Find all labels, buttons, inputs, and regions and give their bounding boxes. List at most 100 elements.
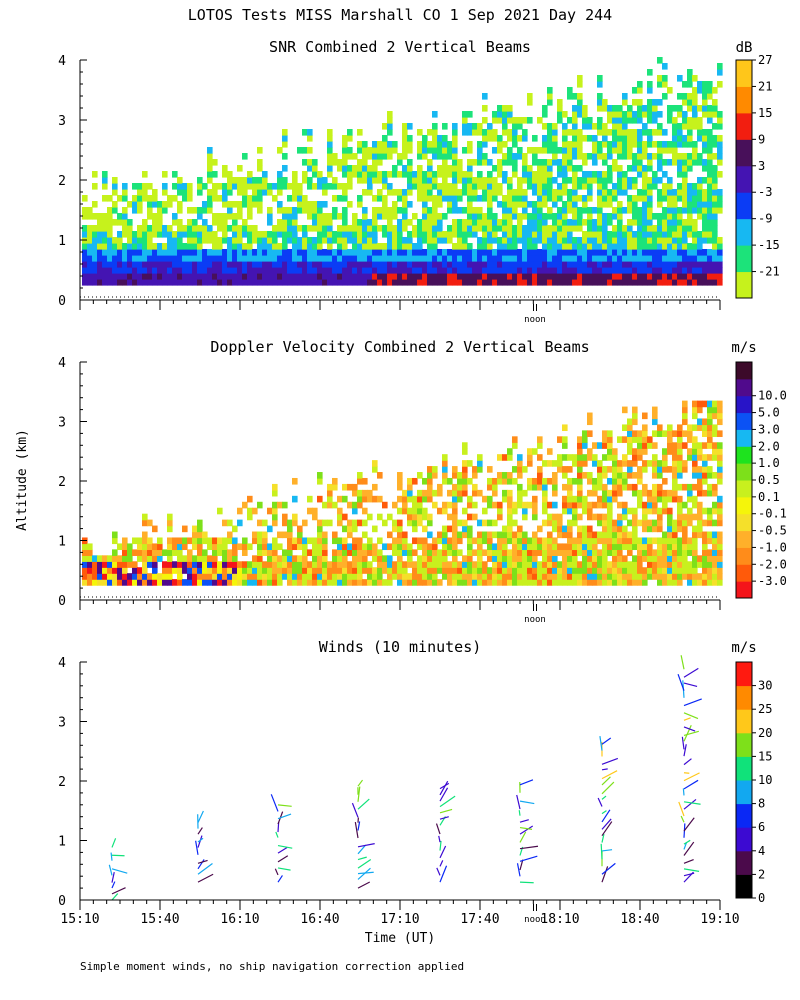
doppler-cell bbox=[702, 472, 708, 479]
doppler-cell bbox=[302, 567, 308, 574]
snr-cell bbox=[97, 267, 103, 274]
snr-cell bbox=[142, 171, 148, 178]
doppler-cell bbox=[717, 519, 723, 527]
x-tick-label: 15:40 bbox=[140, 912, 179, 927]
doppler-cell bbox=[232, 573, 238, 580]
snr-cell bbox=[287, 267, 293, 274]
snr-cell bbox=[317, 183, 323, 190]
doppler-cell bbox=[287, 573, 293, 580]
doppler-cell bbox=[617, 561, 623, 568]
snr-cell bbox=[402, 135, 408, 142]
snr-cell bbox=[337, 165, 343, 172]
doppler-cell bbox=[632, 513, 638, 521]
snr-cell bbox=[362, 279, 368, 286]
snr-cell bbox=[142, 195, 148, 202]
snr-cell bbox=[402, 255, 408, 262]
snr-cell bbox=[242, 231, 248, 238]
snr-cell bbox=[652, 261, 658, 268]
snr-cell bbox=[677, 237, 683, 244]
snr-cell bbox=[147, 261, 153, 268]
wind-barb bbox=[683, 868, 700, 872]
doppler-cell bbox=[542, 549, 548, 556]
wind-barb bbox=[439, 782, 450, 790]
snr-cell bbox=[717, 189, 723, 196]
doppler-cell bbox=[597, 561, 603, 568]
snr-cell bbox=[407, 171, 413, 178]
snr-cell bbox=[532, 201, 538, 208]
doppler-cell bbox=[307, 561, 313, 568]
snr-cell bbox=[677, 243, 683, 250]
snr-cell bbox=[572, 267, 578, 274]
snr-cell bbox=[527, 147, 533, 154]
snr-cell bbox=[462, 117, 468, 124]
doppler-cell bbox=[122, 567, 128, 574]
doppler-cell bbox=[617, 579, 623, 586]
snr-cell bbox=[477, 237, 483, 244]
snr-cell bbox=[492, 117, 498, 124]
snr-cell bbox=[707, 165, 713, 172]
doppler-cell bbox=[327, 489, 333, 497]
doppler-cell bbox=[662, 495, 668, 503]
doppler-cell bbox=[717, 495, 723, 503]
snr-cell bbox=[322, 225, 328, 232]
doppler-cell bbox=[617, 537, 623, 545]
doppler-cell bbox=[577, 436, 583, 443]
snr-cell bbox=[702, 261, 708, 268]
doppler-cell bbox=[362, 477, 368, 485]
snr-cell bbox=[482, 129, 488, 136]
snr-cell bbox=[692, 219, 698, 226]
wind-barb bbox=[683, 698, 702, 707]
snr-cell bbox=[347, 267, 353, 274]
snr-cell bbox=[352, 243, 358, 250]
doppler-cell bbox=[317, 579, 323, 586]
snr-cell bbox=[112, 201, 118, 208]
doppler-cell bbox=[237, 519, 243, 527]
doppler-cell bbox=[587, 418, 593, 426]
snr-cell bbox=[647, 177, 653, 184]
snr-cell bbox=[692, 153, 698, 160]
snr-cell bbox=[422, 171, 428, 178]
doppler-cell bbox=[712, 483, 718, 491]
snr-cell bbox=[202, 183, 208, 190]
doppler-cell bbox=[327, 573, 333, 580]
doppler-cell bbox=[297, 531, 303, 539]
doppler-cell bbox=[262, 537, 268, 545]
snr-cell bbox=[372, 219, 378, 226]
doppler-cell bbox=[517, 573, 523, 580]
snr-cell bbox=[187, 237, 193, 244]
doppler-cell bbox=[427, 495, 433, 503]
snr-cell bbox=[397, 195, 403, 202]
snr-cell bbox=[342, 231, 348, 238]
snr-cell bbox=[162, 279, 168, 286]
snr-cell bbox=[642, 195, 648, 202]
snr-cell bbox=[692, 111, 698, 118]
snr-cell bbox=[382, 249, 388, 256]
snr-cell bbox=[682, 165, 688, 172]
doppler-cell bbox=[572, 501, 578, 509]
snr-cell bbox=[522, 267, 528, 274]
snr-cell bbox=[232, 267, 238, 274]
doppler-cell bbox=[427, 549, 433, 556]
doppler-cell bbox=[107, 579, 113, 586]
doppler-cell bbox=[157, 543, 163, 551]
snr-cell bbox=[562, 111, 568, 118]
snr-cell bbox=[412, 213, 418, 220]
wind-barb bbox=[600, 843, 603, 860]
snr-cell bbox=[612, 129, 618, 136]
snr-cell bbox=[697, 129, 703, 136]
doppler-cell bbox=[447, 501, 453, 509]
snr-cell bbox=[587, 273, 593, 280]
snr-cell bbox=[677, 153, 683, 160]
snr-cell bbox=[417, 189, 423, 196]
doppler-cell bbox=[582, 537, 588, 545]
doppler-cell bbox=[327, 561, 333, 568]
doppler-cell bbox=[332, 573, 338, 580]
snr-cell bbox=[577, 195, 583, 202]
doppler-cell bbox=[607, 549, 613, 556]
snr-cell bbox=[517, 237, 523, 244]
colorbar-label: 20 bbox=[758, 726, 772, 740]
snr-cell bbox=[687, 105, 693, 112]
snr-cell bbox=[682, 93, 688, 100]
snr-cell bbox=[492, 261, 498, 268]
snr-cell bbox=[507, 213, 513, 220]
